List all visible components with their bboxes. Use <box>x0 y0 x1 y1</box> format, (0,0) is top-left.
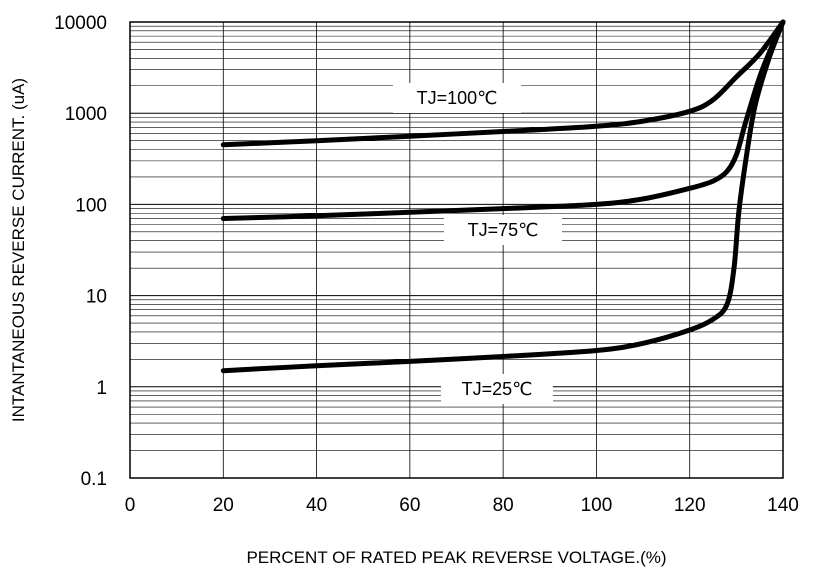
x-tick-label: 100 <box>581 495 613 516</box>
series-line-tj75 <box>220 19 786 221</box>
x-axis-title: PERCENT OF RATED PEAK REVERSE VOLTAGE.(%… <box>246 548 666 567</box>
series-group <box>220 19 786 374</box>
label-tj25-bg <box>441 374 553 404</box>
label-tj100: TJ=100℃ <box>417 88 498 108</box>
x-tick-label: 0 <box>125 495 136 516</box>
y-axis-title: INTANTANEOUS REVERSE CURRENT. (uA) <box>9 78 28 422</box>
y-tick-label: 10000 <box>54 13 107 34</box>
curve-labels: TJ=100℃ TJ=75℃ TJ=25℃ <box>393 83 562 404</box>
y-tick-label: 1 <box>96 378 107 399</box>
y-tick-label: 100 <box>75 195 107 216</box>
x-tick-label: 20 <box>213 495 234 516</box>
x-tick-label: 60 <box>399 495 420 516</box>
label-tj75-bg <box>444 215 562 245</box>
x-tick-label: 120 <box>674 495 706 516</box>
y-tick-label: 0.1 <box>81 469 107 490</box>
x-tick-label: 40 <box>306 495 327 516</box>
plot-frame <box>129 21 784 479</box>
label-tj25: TJ=25℃ <box>462 379 533 399</box>
series-line-tj100 <box>220 19 786 148</box>
y-tick-label: 10 <box>86 287 107 308</box>
y-tick-label: 1000 <box>65 104 107 125</box>
x-tick-label: 80 <box>493 495 514 516</box>
series-line-tj25 <box>220 19 786 374</box>
label-tj100-bg <box>393 83 521 113</box>
x-tick-label: 140 <box>767 495 799 516</box>
x-tick-labels: 0 20 40 60 80 100 120 140 <box>125 495 799 516</box>
y-tick-labels: 0.1 1 10 100 1000 10000 <box>54 13 107 490</box>
label-tj75: TJ=75℃ <box>468 220 539 240</box>
